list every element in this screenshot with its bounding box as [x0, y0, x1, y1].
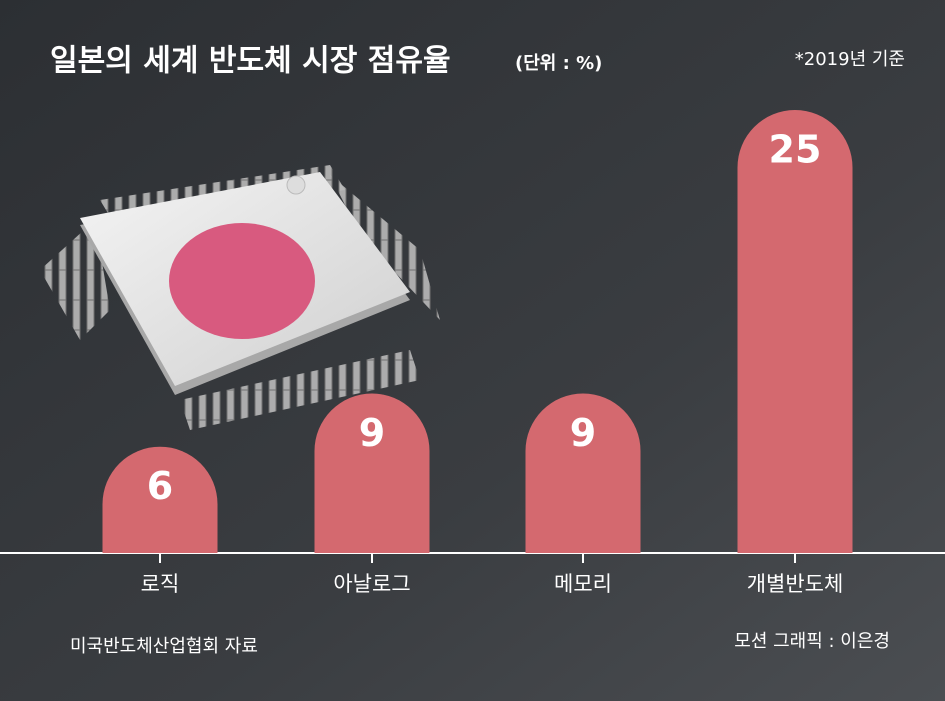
value-label: 9: [359, 411, 385, 455]
x-tick-label: 아날로그: [333, 572, 410, 596]
bar: [737, 109, 853, 553]
bar: [102, 446, 218, 553]
bar: [314, 393, 430, 553]
chip-illustration: [40, 165, 440, 430]
unit-label: (단위 : %): [515, 53, 602, 74]
source: 미국반도체산업협회 자료: [70, 636, 258, 657]
value-label: 6: [147, 464, 173, 508]
bar: [525, 393, 641, 553]
value-label: 9: [570, 411, 596, 455]
x-tick-label: 메모리: [554, 572, 612, 596]
credit: 모션 그래픽 : 이은경: [734, 631, 890, 652]
chart-title: 일본의 세계 반도체 시장 점유율: [50, 44, 451, 79]
value-label: 25: [769, 128, 822, 172]
x-tick-label: 로직: [141, 572, 180, 596]
x-tick-label: 개별반도체: [747, 572, 844, 596]
note: *2019년 기준: [795, 49, 905, 70]
